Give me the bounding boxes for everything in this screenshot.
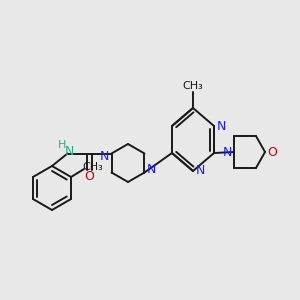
- Text: H: H: [58, 140, 67, 151]
- Text: N: N: [216, 119, 226, 133]
- Text: N: N: [100, 150, 109, 163]
- Text: N: N: [195, 164, 205, 178]
- Text: O: O: [85, 170, 94, 183]
- Text: CH₃: CH₃: [183, 81, 203, 91]
- Text: N: N: [65, 145, 74, 158]
- Text: N: N: [222, 146, 232, 158]
- Text: CH₃: CH₃: [83, 162, 104, 172]
- Text: N: N: [147, 163, 156, 176]
- Text: O: O: [267, 146, 277, 158]
